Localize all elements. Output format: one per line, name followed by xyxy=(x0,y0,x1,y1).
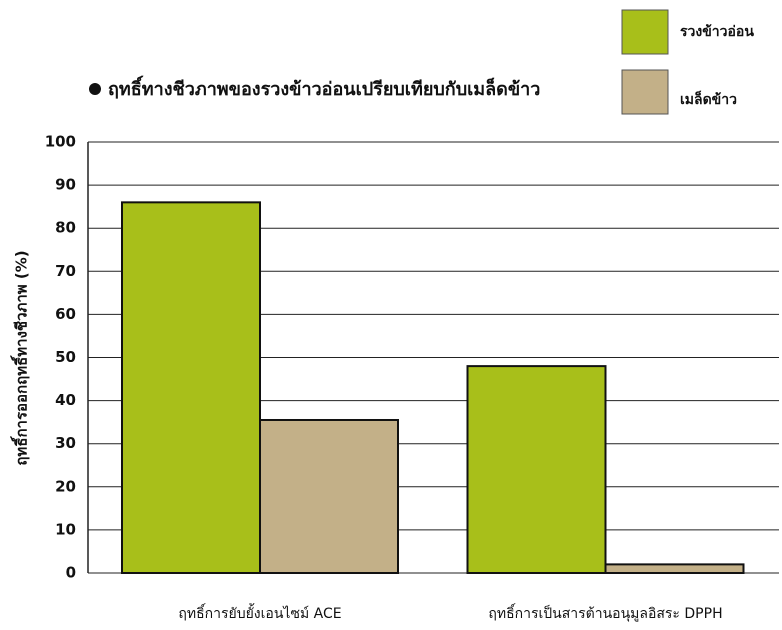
x-tick-label: ฤทธิ์การยับยั้งเอนไซม์ ACE xyxy=(178,603,341,622)
bar xyxy=(466,365,607,574)
y-tick-label: 60 xyxy=(55,305,76,323)
y-tick-label: 50 xyxy=(55,348,76,366)
bar xyxy=(121,201,261,574)
legend-swatch xyxy=(621,9,669,55)
title-bullet xyxy=(89,83,101,95)
bar xyxy=(259,418,399,574)
y-tick-label: 40 xyxy=(55,391,76,409)
legend-label: รวงข้าวอ่อน xyxy=(680,24,754,40)
y-tick-label: 10 xyxy=(55,520,76,538)
y-tick-label: 30 xyxy=(55,434,76,452)
y-tick-label: 90 xyxy=(55,176,76,194)
bar xyxy=(604,563,745,575)
legend-label: เมล็ดข้าว xyxy=(680,90,737,108)
y-tick-label: 100 xyxy=(45,133,76,151)
y-tick-label: 20 xyxy=(55,477,76,495)
x-tick-label: ฤทธิ์การเป็นสารต้านอนุมูลอิสระ DPPH xyxy=(488,603,722,622)
y-tick-label: 80 xyxy=(55,219,76,237)
y-axis-label: ฤทธิ์การออกฤทธิ์ทางชีวภาพ (%) xyxy=(10,250,31,465)
chart-title: ฤทธิ์ทางชีวภาพของรวงข้าวอ่อนเปรียบเทียบก… xyxy=(108,75,540,100)
legend-swatch xyxy=(621,69,669,115)
y-tick-label: 0 xyxy=(66,564,76,582)
y-tick-label: 70 xyxy=(55,262,76,280)
